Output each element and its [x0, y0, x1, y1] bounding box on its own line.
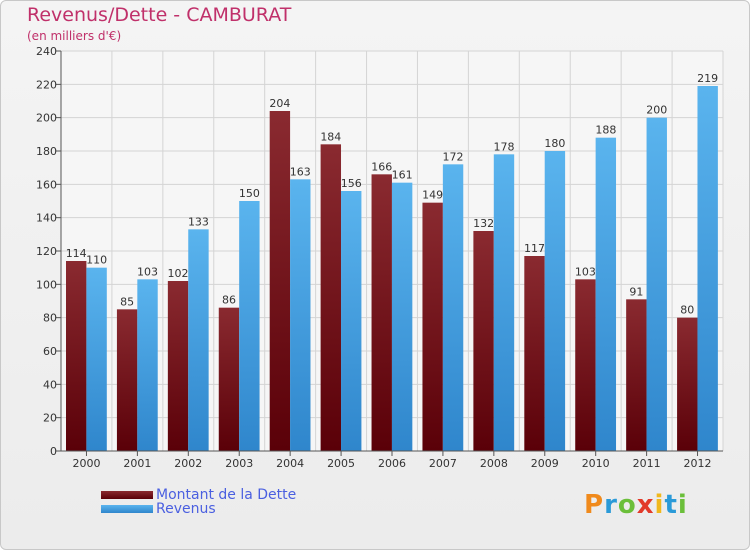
- bar-debt: [473, 231, 494, 451]
- logo-letter: o: [617, 490, 637, 520]
- bar-debt: [422, 202, 443, 451]
- bar-revenus: [137, 279, 158, 451]
- data-label-debt: 102: [168, 267, 189, 280]
- logo-letter: i: [654, 490, 665, 520]
- y-tick-label: 240: [36, 45, 57, 58]
- data-label-revenus: 219: [697, 72, 718, 85]
- y-tick-label: 160: [36, 178, 57, 191]
- bar-revenus: [341, 191, 362, 451]
- data-label-revenus: 133: [188, 215, 209, 228]
- legend-item-revenus: Revenus: [101, 501, 216, 517]
- bar-debt: [575, 279, 596, 451]
- y-tick-label: 0: [50, 445, 57, 458]
- data-label-debt: 132: [473, 217, 494, 230]
- axes: 0 20 40 60 80 100 120 140 160 180 200 220 240 2000 200…: [36, 45, 723, 470]
- data-label-revenus: 163: [290, 165, 311, 178]
- bar-debt: [626, 299, 647, 451]
- bar-revenus: [239, 201, 260, 451]
- data-label-revenus: 103: [137, 265, 158, 278]
- bar-revenus: [595, 137, 617, 451]
- bar-debt: [371, 174, 392, 452]
- data-label-revenus: 180: [544, 137, 565, 150]
- bar-debt: [269, 111, 291, 451]
- y-tick-label: 100: [36, 278, 57, 291]
- data-label-debt: 166: [371, 160, 392, 173]
- data-label-revenus: 172: [443, 150, 464, 163]
- data-label-debt: 85: [120, 295, 134, 308]
- bar-debt: [677, 317, 698, 451]
- legend-swatch-revenus: [101, 505, 153, 513]
- bar-revenus: [442, 164, 464, 452]
- y-tick-label: 40: [43, 378, 57, 391]
- bar-debt: [524, 256, 545, 451]
- y-tick-label: 180: [36, 145, 57, 158]
- bar-revenus: [188, 229, 209, 451]
- bar-revenus: [86, 267, 107, 451]
- data-label-debt: 114: [66, 247, 87, 260]
- data-label-revenus: 178: [493, 140, 514, 153]
- bar-revenus: [493, 154, 515, 452]
- legend-label-debt: Montant de la Dette: [156, 487, 297, 503]
- y-tick-label: 20: [43, 412, 57, 425]
- data-label-debt: 117: [524, 242, 545, 255]
- x-tick-label: 2000: [72, 457, 100, 470]
- bar-revenus: [290, 179, 311, 452]
- bar-revenus: [646, 117, 667, 452]
- legend-label-revenus: Revenus: [156, 501, 216, 517]
- x-tick-label: 2004: [276, 457, 304, 470]
- y-tick-label: 220: [36, 78, 57, 91]
- data-label-revenus: 161: [392, 169, 413, 182]
- data-label-revenus: 200: [646, 104, 667, 117]
- data-label-debt: 184: [320, 130, 341, 143]
- x-tick-label: 2009: [531, 457, 559, 470]
- bar-debt: [167, 281, 189, 451]
- bar-revenus: [391, 182, 413, 451]
- data-label-debt: 103: [575, 265, 596, 278]
- bars: [66, 86, 718, 452]
- logo-letter: P: [584, 490, 605, 520]
- data-label-revenus: 150: [239, 187, 260, 200]
- logo-letter: t: [664, 490, 678, 520]
- data-label-debt: 86: [222, 294, 236, 307]
- logo-letter: x: [636, 490, 655, 520]
- x-tick-label: 2007: [429, 457, 457, 470]
- x-tick-label: 2010: [582, 457, 610, 470]
- logo-letter: r: [604, 490, 618, 520]
- data-label-debt: 91: [629, 285, 643, 298]
- data-label-debt: 204: [269, 97, 290, 110]
- x-tick-label: 2001: [123, 457, 151, 470]
- legend-swatch-debt: [101, 491, 153, 499]
- bar-debt: [320, 144, 342, 452]
- x-tick-label: 2011: [633, 457, 661, 470]
- x-tick-label: 2005: [327, 457, 355, 470]
- chart-subtitle: (en milliers d'€): [27, 29, 122, 43]
- y-tick-label: 80: [43, 312, 57, 325]
- x-tick-label: 2012: [684, 457, 712, 470]
- x-tick-label: 2003: [225, 457, 253, 470]
- data-label-revenus: 156: [341, 177, 362, 190]
- logo-letter: i: [677, 490, 688, 520]
- x-tick-label: 2008: [480, 457, 508, 470]
- bar-debt: [66, 261, 87, 451]
- x-tick-label: 2002: [174, 457, 202, 470]
- data-label-debt: 149: [422, 189, 443, 202]
- chart-title: Revenus/Dette - CAMBURAT: [27, 4, 292, 26]
- y-tick-label: 120: [36, 245, 57, 258]
- data-label-debt: 80: [680, 304, 694, 317]
- x-tick-label: 2006: [378, 457, 406, 470]
- bar-revenus: [697, 86, 718, 451]
- bar-debt: [116, 309, 138, 451]
- data-label-revenus: 188: [595, 124, 616, 137]
- y-tick-label: 140: [36, 212, 57, 225]
- data-label-revenus: 110: [86, 254, 107, 267]
- y-tick-label: 200: [36, 112, 57, 125]
- y-tick-label: 60: [43, 345, 57, 358]
- bar-revenus: [544, 151, 566, 451]
- legend-item-debt: Montant de la Dette: [101, 487, 296, 503]
- proxiti-logo: Proxiti: [584, 490, 688, 520]
- bar-debt: [218, 307, 240, 451]
